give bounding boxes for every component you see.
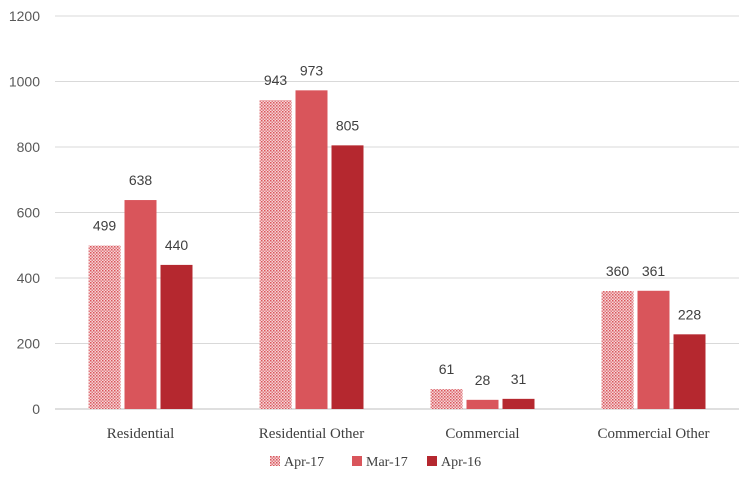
data-label: 973 (300, 62, 324, 78)
legend-label: Mar-17 (366, 455, 408, 470)
data-label: 499 (93, 218, 117, 234)
data-label: 943 (264, 72, 288, 88)
bar (259, 100, 292, 409)
data-label: 360 (606, 263, 630, 279)
legend-swatch (427, 456, 437, 466)
y-tick-label: 0 (32, 401, 40, 417)
data-label: 61 (439, 361, 455, 377)
bar (124, 200, 157, 409)
y-axis-ticks: 0 200 400 600 800 1000 1200 (9, 8, 40, 417)
legend-label: Apr-17 (284, 455, 324, 470)
gridlines (55, 15, 739, 410)
legend: Apr-17 Mar-17 Apr-16 (270, 455, 481, 470)
bar (466, 399, 499, 409)
y-tick-label: 600 (17, 205, 41, 221)
bar (88, 245, 121, 409)
bar (601, 291, 634, 409)
x-category-label: Commercial Other (597, 426, 709, 442)
x-category-label: Residential (107, 426, 175, 442)
legend-swatch (352, 456, 362, 466)
data-label: 361 (642, 263, 666, 279)
y-tick-label: 1000 (9, 74, 40, 90)
bar (295, 90, 328, 409)
bar (331, 145, 364, 410)
bar (502, 398, 535, 409)
data-label: 31 (511, 371, 527, 387)
y-tick-label: 800 (17, 139, 41, 155)
data-label: 228 (678, 306, 702, 322)
y-tick-label: 200 (17, 336, 41, 352)
bar (637, 290, 670, 409)
x-category-label: Residential Other (259, 426, 364, 442)
y-tick-label: 400 (17, 270, 41, 286)
bar (430, 389, 463, 409)
x-axis-categories: Residential Residential Other Commercial Co… (107, 426, 710, 442)
data-label: 28 (475, 372, 491, 388)
legend-swatch (270, 456, 280, 466)
data-labels: 499 638 440 943 973 805 61 28 31 360 361 228 (93, 62, 702, 387)
legend-label: Apr-16 (441, 455, 481, 470)
x-category-label: Commercial (445, 426, 519, 442)
bars (88, 90, 706, 410)
data-label: 805 (336, 117, 360, 133)
y-tick-label: 1200 (9, 8, 40, 24)
bar (160, 264, 193, 409)
data-label: 440 (165, 237, 189, 253)
data-label: 638 (129, 172, 153, 188)
bar (673, 334, 706, 409)
